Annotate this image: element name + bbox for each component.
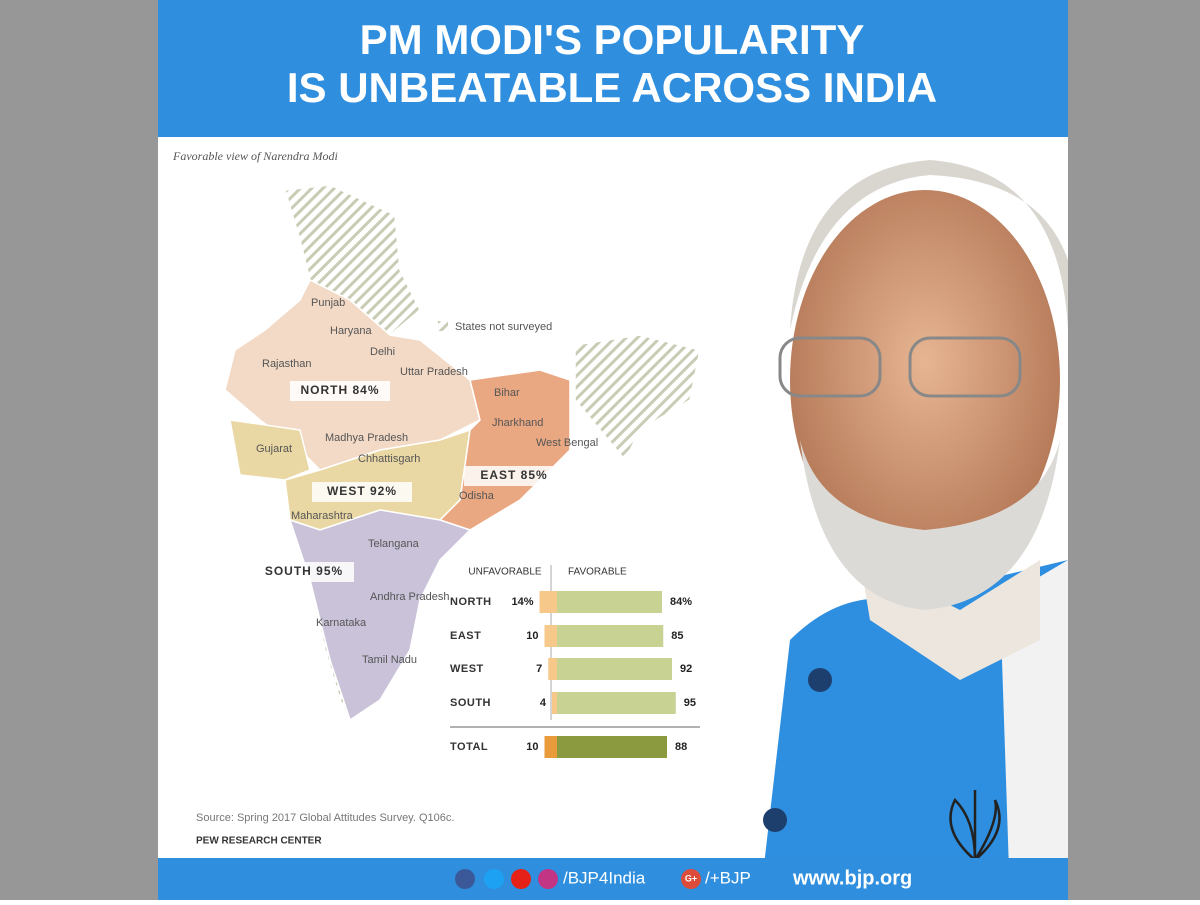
bar	[557, 591, 662, 613]
bar	[544, 736, 557, 758]
bar	[552, 692, 557, 714]
footer-bar	[158, 858, 1068, 900]
state-label: Delhi	[370, 346, 395, 358]
state-label: Madhya Pradesh	[325, 432, 408, 444]
category-label: TOTAL	[450, 741, 488, 753]
website: www.bjp.org	[792, 867, 912, 889]
region-box	[464, 466, 564, 486]
state-label: Gujarat	[256, 443, 292, 455]
value-label: 14%	[511, 596, 533, 608]
category-label: WEST	[450, 663, 484, 675]
social-handle: /BJP4India	[563, 868, 646, 887]
region-label: SOUTH 95%	[265, 564, 343, 578]
state-label: Maharashtra	[291, 510, 354, 522]
value-label: 84%	[670, 596, 692, 608]
bar	[544, 625, 557, 647]
value-label: 10	[526, 630, 538, 642]
region-box	[290, 381, 390, 401]
map-subtitle: Favorable view of Narendra Modi	[172, 149, 338, 163]
title-line: PM MODI'S POPULARITY	[360, 16, 865, 63]
value-label: 88	[675, 741, 687, 753]
state-label: Rajasthan	[262, 358, 312, 370]
category-label: SOUTH	[450, 697, 491, 709]
state-label: Punjab	[311, 297, 345, 309]
state-label: Telangana	[368, 538, 420, 550]
value-label: 95	[684, 697, 696, 709]
state-label: Chhattisgarh	[358, 453, 420, 465]
bar	[557, 736, 667, 758]
value-label: 7	[536, 663, 542, 675]
credit: PEW RESEARCH CENTER	[196, 836, 322, 847]
header-bar	[158, 0, 1068, 137]
column-header: UNFAVORABLE	[468, 567, 541, 578]
region-label: WEST 92%	[327, 484, 397, 498]
value-label: 10	[526, 741, 538, 753]
state-label: Odisha	[459, 490, 495, 502]
state-label: West Bengal	[536, 437, 598, 449]
column-header: FAVORABLE	[568, 567, 627, 578]
region-box	[254, 562, 354, 582]
state-labels: Punjab Haryana Delhi Uttar Pradesh Rajasthan…	[256, 297, 598, 666]
region-labels: NORTH 84% EAST 85% WEST 92% SOUTH 95%	[254, 381, 564, 582]
bar-table: UNFAVORABLE FAVORABLE NORTH 14% 84% EAST 10 85 W…	[450, 565, 700, 758]
region-label: NORTH 84%	[300, 383, 379, 397]
value-label: 92	[680, 663, 692, 675]
state-label: Haryana	[330, 325, 372, 337]
value-label: 85	[671, 630, 683, 642]
state-label: Jharkhand	[492, 417, 543, 429]
source: Source: Spring 2017 Global Attitudes Sur…	[196, 812, 454, 824]
gplus-handle: /+BJP	[705, 868, 751, 887]
state-label: Tamil Nadu	[362, 654, 417, 666]
social-icons	[455, 869, 701, 889]
bar	[557, 692, 676, 714]
bar	[557, 658, 672, 680]
legend-label: States not surveyed	[455, 321, 552, 333]
region-label: EAST 85%	[480, 468, 547, 482]
state-label: Karnataka	[316, 617, 367, 629]
value-label: 4	[540, 697, 547, 709]
gplus-icon: G+	[685, 873, 697, 883]
bar	[557, 625, 664, 647]
state-label: Bihar	[494, 387, 520, 399]
bar	[539, 591, 557, 613]
title-line: IS UNBEATABLE ACROSS INDIA	[287, 64, 937, 111]
bar	[548, 658, 557, 680]
category-label: NORTH	[450, 596, 492, 608]
state-label: Andhra Pradesh	[370, 591, 450, 603]
category-label: EAST	[450, 630, 481, 642]
legend-swatch	[438, 321, 448, 331]
region-box	[312, 482, 412, 502]
state-label: Uttar Pradesh	[400, 366, 468, 378]
portrait	[760, 160, 1068, 900]
